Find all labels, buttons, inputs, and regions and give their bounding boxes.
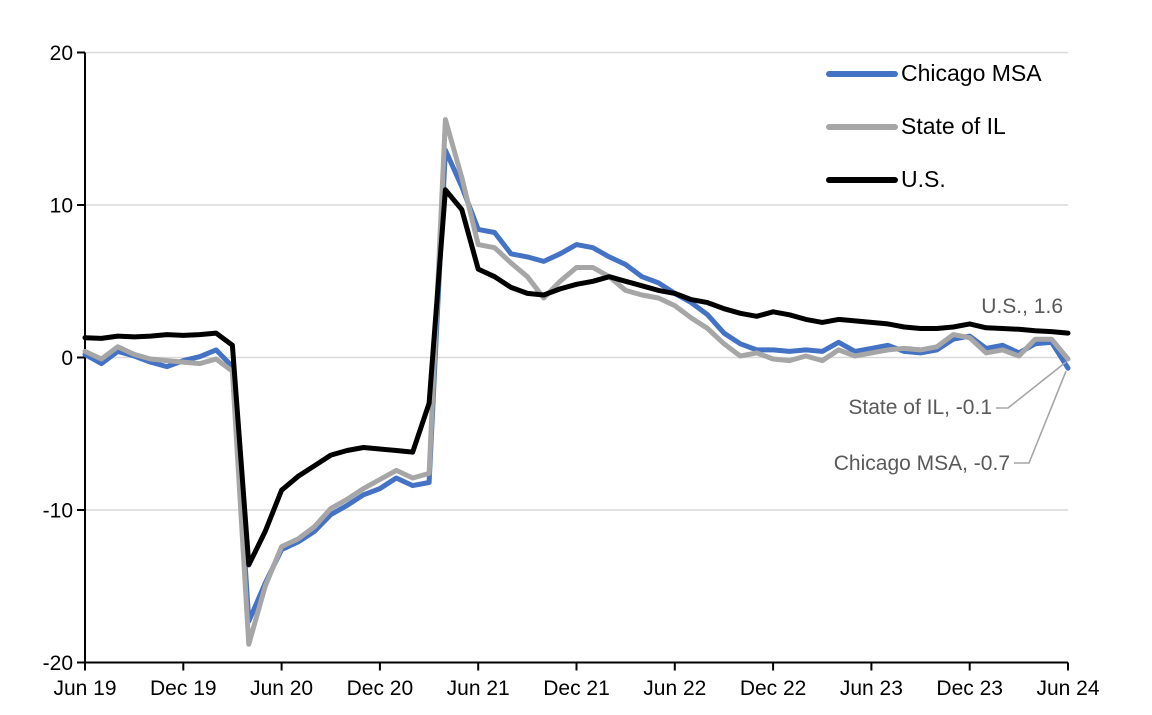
legend-item-us: U.S.	[826, 153, 1042, 206]
legend-item-state-of-il: State of IL	[826, 100, 1042, 153]
legend-label-us: U.S.	[901, 166, 946, 192]
y-tick-label: 20	[50, 42, 73, 65]
chart-legend: Chicago MSA State of IL U.S.	[826, 47, 1042, 206]
legend-label-state-of-il: State of IL	[901, 113, 1006, 139]
y-tick-label: -10	[43, 500, 73, 523]
legend-line-state-of-il-icon	[826, 123, 898, 130]
legend-line-us-icon	[826, 176, 898, 183]
x-tick-label: Jun 22	[643, 677, 706, 700]
y-tick-label: 10	[50, 195, 73, 218]
x-tick-label: Dec 19	[150, 677, 217, 700]
x-tick-label: Jun 19	[53, 677, 116, 700]
x-tick-label: Jun 23	[840, 677, 903, 700]
x-tick-label: Dec 20	[347, 677, 414, 700]
series-line-state-of-il	[82, 117, 1071, 647]
annotation-leader-lines	[996, 361, 1067, 464]
x-tick-label: Dec 21	[543, 677, 610, 700]
legend-line-chicago-msa-icon	[826, 70, 898, 77]
x-tick-label: Dec 22	[740, 677, 807, 700]
y-tick-label: 0	[61, 347, 73, 370]
x-tick-label: Jun 21	[447, 677, 510, 700]
series-line-u-s	[82, 187, 1071, 568]
legend-item-chicago-msa: Chicago MSA	[826, 47, 1042, 100]
annotation-us: U.S., 1.6	[981, 295, 1063, 318]
annotation-state-of-il: State of IL, -0.1	[848, 396, 992, 419]
leader-line-state-of-il	[996, 361, 1067, 409]
x-tick-label: Jun 20	[250, 677, 313, 700]
x-tick-label: Dec 23	[936, 677, 1003, 700]
annotation-chicago-msa: Chicago MSA, -0.7	[833, 452, 1010, 475]
y-tick-label: -20	[43, 652, 73, 675]
gridlines	[85, 51, 1068, 511]
leader-line-chicago-msa	[1014, 370, 1067, 464]
legend-label-chicago-msa: Chicago MSA	[901, 60, 1042, 86]
x-tick-label: Jun 24	[1036, 677, 1099, 700]
